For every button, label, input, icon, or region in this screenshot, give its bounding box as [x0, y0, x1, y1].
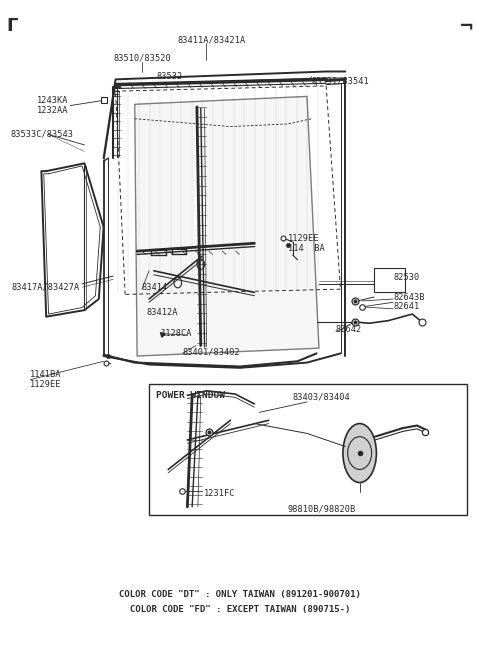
Text: POWER WINDOW: POWER WINDOW [156, 391, 225, 399]
Text: 1128CA: 1128CA [161, 329, 192, 338]
Bar [149, 384, 468, 515]
Text: 82642: 82642 [336, 325, 362, 334]
Text: 82530: 82530 [393, 273, 420, 282]
Text: 114  BA: 114 BA [288, 244, 324, 253]
Text: COLOR CODE "DT" : ONLY TAIWAN (891201-900701): COLOR CODE "DT" : ONLY TAIWAN (891201-90… [119, 589, 361, 599]
Text: 82643B: 82643B [393, 292, 425, 302]
Text: 1129EE: 1129EE [288, 233, 319, 242]
Text: 83414: 83414 [142, 283, 168, 292]
Bar [374, 267, 405, 292]
Text: 1232AA: 1232AA [36, 106, 68, 116]
Text: 98810B/98820B: 98810B/98820B [287, 505, 356, 513]
Text: COLOR CODE "FD" : EXCEPT TAIWAN (890715-): COLOR CODE "FD" : EXCEPT TAIWAN (890715-… [130, 604, 350, 614]
Text: 83510/83520: 83510/83520 [113, 54, 171, 63]
Text: 83401/83402: 83401/83402 [182, 348, 240, 357]
Text: ¬: ¬ [458, 17, 474, 35]
Text: 82641: 82641 [393, 302, 420, 311]
Polygon shape [135, 97, 319, 356]
Text: 83412A: 83412A [147, 308, 178, 317]
Text: 1129EE: 1129EE [30, 380, 62, 389]
Text: Γ: Γ [6, 17, 18, 35]
Text: 83417A/83427A: 83417A/83427A [11, 282, 80, 291]
Text: 1141BA: 1141BA [30, 370, 62, 379]
Ellipse shape [343, 424, 376, 483]
Text: 83533C/83543: 83533C/83543 [10, 130, 73, 139]
Text: 83532: 83532 [156, 72, 182, 81]
Text: 1231FC: 1231FC [204, 489, 236, 498]
Text: 1243KA: 1243KA [36, 96, 68, 105]
Text: 83411A/83421A: 83411A/83421A [177, 35, 245, 45]
Text: 83531/83541: 83531/83541 [312, 76, 370, 85]
Text: 83403/83404: 83403/83404 [292, 393, 350, 402]
